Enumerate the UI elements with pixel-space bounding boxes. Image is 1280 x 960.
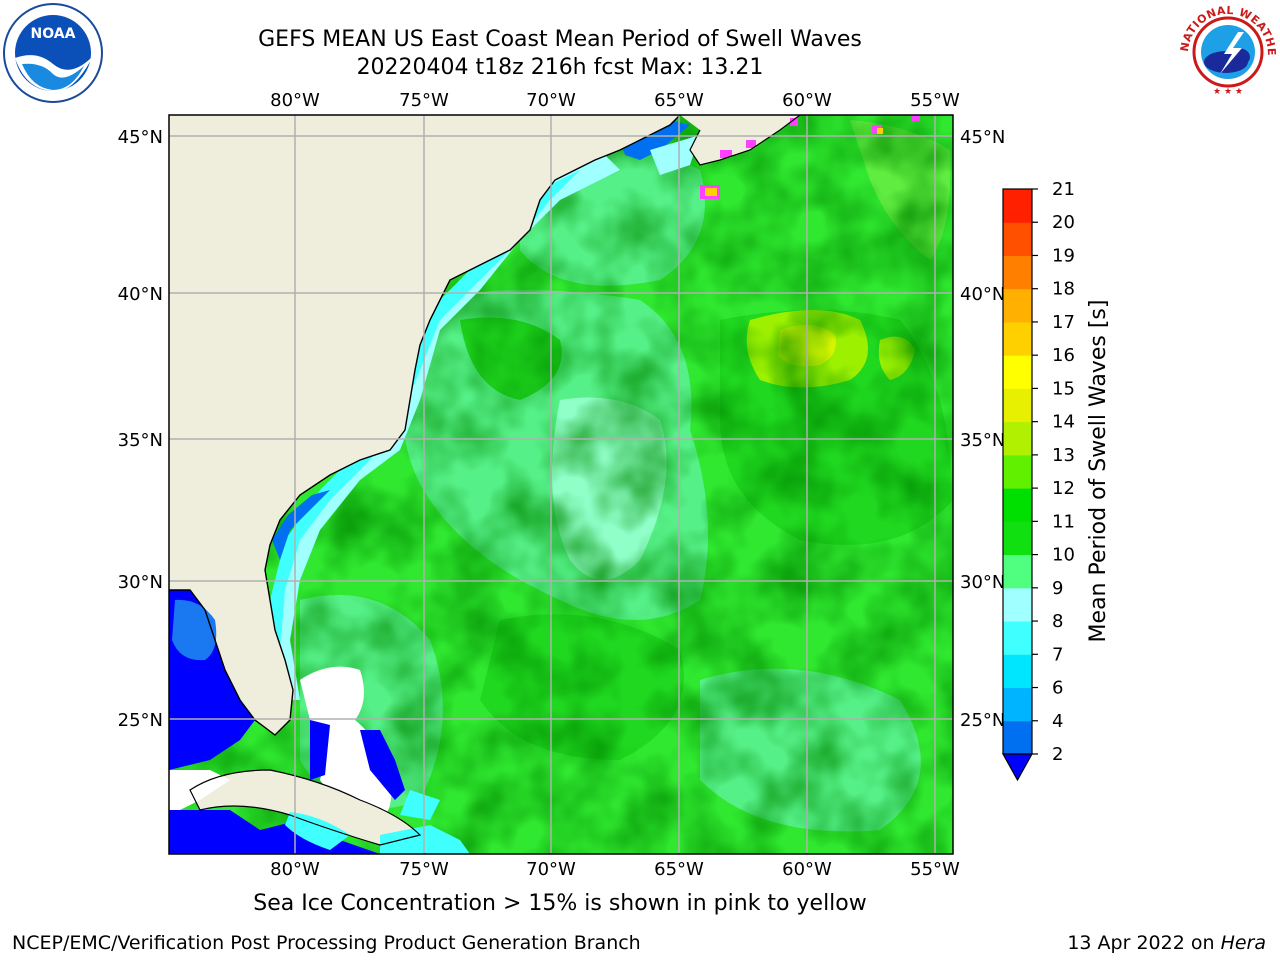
colorbar-tick-label: 10 — [1052, 545, 1075, 566]
lon-label-top: 65°W — [654, 90, 704, 111]
colorbar-swatch — [1003, 654, 1032, 689]
map-field — [169, 115, 953, 854]
lon-label-bottom: 60°W — [782, 859, 832, 880]
colorbar-tick-label: 13 — [1052, 445, 1075, 466]
colorbar-tick-label: 7 — [1052, 644, 1063, 665]
colorbar-swatch — [1003, 554, 1032, 589]
sea-ice-note: Sea Ice Concentration > 15% is shown in … — [253, 891, 867, 916]
lat-label-left: 30°N — [118, 572, 163, 593]
colorbar-swatch — [1003, 189, 1032, 223]
colorbar-tick-label: 2 — [1052, 744, 1063, 765]
date-text: 13 Apr 2022 on — [1067, 932, 1221, 954]
chart-subtitle: 20220404 t18z 216h fcst Max: 13.21 — [356, 55, 764, 80]
lon-label-bottom: 70°W — [526, 859, 576, 880]
colorbar-swatch — [1003, 321, 1032, 356]
lat-label-right: 25°N — [960, 710, 1005, 731]
colorbar-swatch — [1003, 421, 1032, 456]
colorbar-tick-label: 16 — [1052, 345, 1075, 366]
colorbar-swatch — [1003, 355, 1032, 389]
lat-label-right: 40°N — [960, 284, 1005, 305]
machine-name: Hera — [1220, 932, 1266, 954]
colorbar-label: Mean Period of Swell Waves [s] — [1086, 300, 1111, 643]
lat-label-right: 35°N — [960, 430, 1005, 451]
lon-label-top: 60°W — [782, 90, 832, 111]
colorbar-under-arrow — [1001, 753, 1034, 782]
map-frame — [168, 114, 954, 855]
colorbar-tick-label: 14 — [1052, 412, 1075, 433]
lat-label-right: 45°N — [960, 127, 1005, 148]
colorbar-swatch — [1003, 488, 1032, 522]
noaa-logo-text: NOAA — [31, 26, 76, 42]
colorbar-tick-label: 18 — [1052, 279, 1075, 300]
noaa-logo: NOAA — [3, 3, 103, 103]
lat-label-left: 25°N — [118, 710, 163, 731]
colorbar-swatch — [1003, 587, 1032, 622]
lat-label-right: 30°N — [960, 572, 1005, 593]
colorbar-swatch — [1003, 388, 1032, 423]
lon-label-bottom: 80°W — [270, 859, 320, 880]
colorbar-tick-label: 19 — [1052, 245, 1075, 266]
colorbar-tick-label: 21 — [1052, 179, 1075, 200]
lat-label-left: 40°N — [118, 284, 163, 305]
colorbar-tick-label: 6 — [1052, 678, 1063, 699]
colorbar-tick-label: 12 — [1052, 478, 1075, 499]
graticule — [169, 115, 953, 854]
colorbar-swatch — [1003, 255, 1032, 290]
lon-label-top: 70°W — [526, 90, 576, 111]
nws-logo: NATIONAL WEATHER SERVICE ★ ★ ★ — [1178, 2, 1278, 100]
credit-line: NCEP/EMC/Verification Post Processing Pr… — [12, 932, 641, 954]
colorbar-swatch — [1003, 720, 1032, 754]
date-stamp: 13 Apr 2022 on Hera — [1067, 932, 1266, 954]
colorbar-tick-label: 4 — [1052, 711, 1063, 732]
lon-label-top: 80°W — [270, 90, 320, 111]
lon-label-top: 55°W — [910, 90, 960, 111]
colorbar-tick-label: 11 — [1052, 511, 1075, 532]
colorbar-tick-label: 20 — [1052, 212, 1075, 233]
colorbar-tick-label: 9 — [1052, 578, 1063, 599]
colorbar-tick-label: 15 — [1052, 378, 1075, 399]
colorbar-swatch — [1003, 454, 1032, 489]
lon-label-bottom: 75°W — [399, 859, 449, 880]
colorbar-swatch — [1003, 521, 1032, 556]
svg-text:★ ★ ★: ★ ★ ★ — [1213, 87, 1243, 97]
colorbar-swatch — [1003, 288, 1032, 323]
chart-title: GEFS MEAN US East Coast Mean Period of S… — [258, 27, 862, 52]
lat-label-left: 35°N — [118, 430, 163, 451]
colorbar: 2 4 6 7 8 9 10 11 12 13 14 15 16 17 18 19 20 21 Mean Peri… — [1001, 179, 1111, 782]
colorbar-swatch — [1003, 621, 1032, 655]
lat-label-left: 45°N — [118, 127, 163, 148]
colorbar-tick-label: 17 — [1052, 312, 1075, 333]
colorbar-tick-label: 8 — [1052, 611, 1063, 632]
lon-label-bottom: 55°W — [910, 859, 960, 880]
lon-label-bottom: 65°W — [654, 859, 704, 880]
lon-label-top: 75°W — [399, 90, 449, 111]
colorbar-swatch — [1003, 222, 1032, 256]
colorbar-swatch — [1003, 687, 1032, 722]
